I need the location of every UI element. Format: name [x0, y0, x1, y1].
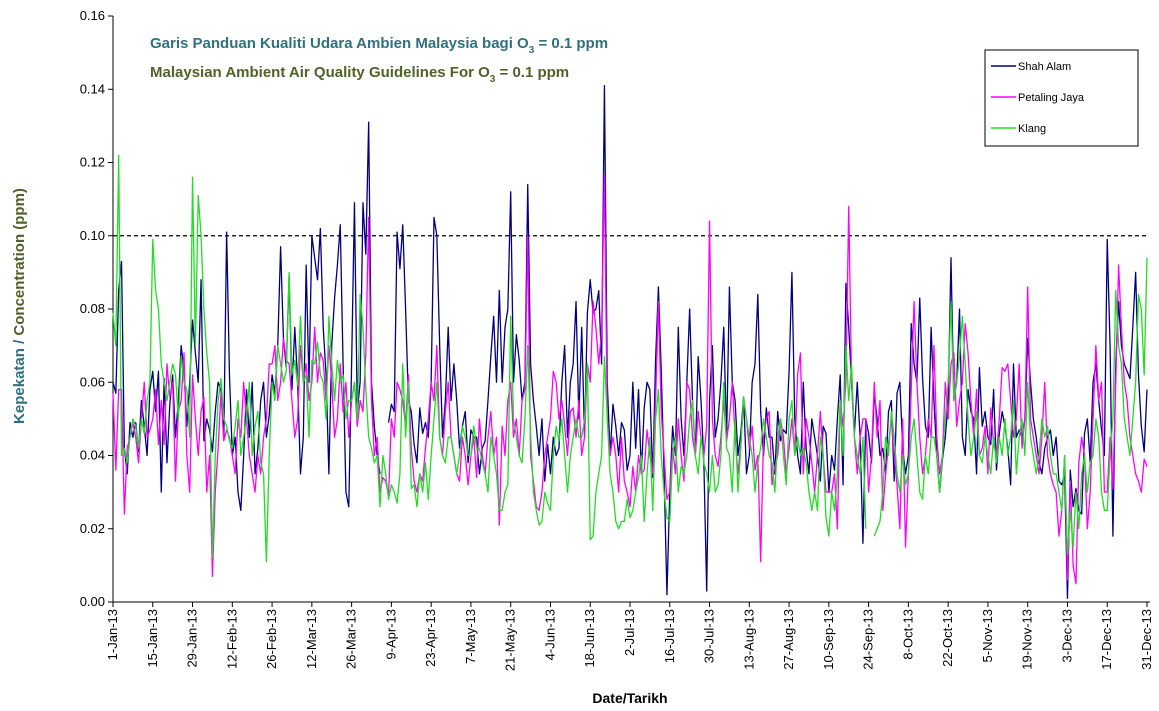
x-tick-label: 15-Jan-13	[145, 609, 160, 668]
title-text: Malaysian Ambient Air Quality Guidelines…	[150, 64, 490, 81]
x-tick-label: 17-Dec-13	[1099, 609, 1114, 670]
series-line	[112, 84, 1148, 599]
y-tick-label: 0.14	[80, 81, 105, 96]
series-line	[112, 172, 1148, 585]
x-tick-label: 26-Feb-13	[264, 609, 279, 669]
x-tick-label: 2-Jul-13	[622, 609, 637, 656]
x-tick-label: 30-Jul-13	[702, 609, 717, 663]
x-tick-label: 23-Apr-13	[423, 609, 438, 667]
y-tick-label: 0.08	[80, 301, 105, 316]
x-tick-label: 10-Sep-13	[821, 609, 836, 670]
legend-label: Klang	[1018, 123, 1046, 135]
y-tick-label: 0.04	[80, 448, 105, 463]
y-axis-label-part: Kepekatan /	[11, 336, 28, 424]
x-tick-label: 24-Sep-13	[861, 609, 876, 670]
x-tick-label: 19-Nov-13	[1020, 609, 1035, 670]
title-tail: = 0.1 ppm	[534, 35, 608, 52]
x-tick-label: 12-Mar-13	[304, 609, 319, 669]
x-tick-label: 22-Oct-13	[940, 609, 955, 667]
x-tick-label: 1-Jan-13	[105, 609, 120, 660]
x-tick-label: 5-Nov-13	[980, 609, 995, 662]
x-tick-label: 9-Apr-13	[383, 609, 398, 660]
x-tick-label: 21-May-13	[503, 609, 518, 671]
y-tick-label: 0.00	[80, 594, 105, 609]
x-tick-label: 31-Dec-13	[1139, 609, 1154, 670]
title-subscript: 3	[529, 45, 535, 56]
y-tick-label: 0.06	[80, 374, 105, 389]
y-axis-label: Kepekatan / Concentration (ppm)	[11, 188, 28, 424]
x-tick-label: 29-Jan-13	[185, 609, 200, 668]
series-line	[112, 154, 1148, 563]
y-axis-label-part: Concentration (ppm)	[11, 188, 28, 336]
title-text: Garis Panduan Kualiti Udara Ambien Malay…	[150, 35, 529, 52]
x-tick-label: 26-Mar-13	[344, 609, 359, 669]
legend-label: Petaling Jaya	[1018, 92, 1085, 104]
y-tick-label: 0.10	[80, 228, 105, 243]
legend-label: Shah Alam	[1018, 61, 1071, 73]
title-subscript: 3	[490, 74, 496, 85]
chart-title: Malaysian Ambient Air Quality Guidelines…	[150, 64, 569, 85]
x-tick-label: 12-Feb-13	[224, 609, 239, 669]
x-tick-label: 13-Aug-13	[741, 609, 756, 670]
x-tick-label: 8-Oct-13	[900, 609, 915, 660]
x-tick-label: 4-Jun-13	[542, 609, 557, 660]
y-tick-label: 0.12	[80, 155, 105, 170]
x-tick-label: 7-May-13	[463, 609, 478, 664]
x-tick-label: 16-Jul-13	[662, 609, 677, 663]
y-tick-label: 0.16	[80, 8, 105, 23]
x-tick-label: 18-Jun-13	[582, 609, 597, 668]
y-tick-label: 0.02	[80, 521, 105, 536]
x-axis-label: Date/Tarikh	[592, 690, 667, 706]
x-tick-label: 27-Aug-13	[781, 609, 796, 670]
x-tick-label: 3-Dec-13	[1059, 609, 1074, 662]
chart-title: Garis Panduan Kualiti Udara Ambien Malay…	[150, 35, 608, 56]
title-tail: = 0.1 ppm	[495, 64, 569, 81]
